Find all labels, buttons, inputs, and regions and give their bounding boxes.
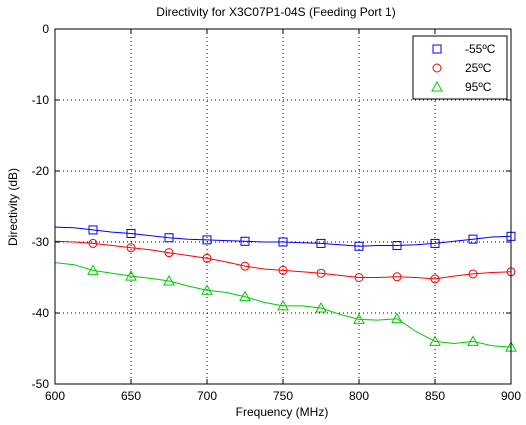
- series-marker: [278, 265, 288, 275]
- x-tick-label: 700: [197, 389, 217, 403]
- series-marker: [201, 284, 213, 295]
- legend-item: -55ºC: [432, 42, 496, 56]
- series-marker: [126, 243, 136, 253]
- chart-title: Directivity for X3C07P1-04S (Feeding Por…: [156, 5, 395, 19]
- series-1: [54, 225, 516, 251]
- y-tick-label: 0: [42, 22, 49, 36]
- series-marker: [277, 299, 289, 311]
- series-3: [54, 262, 517, 352]
- x-axis-label: Frequency (MHz): [236, 405, 329, 419]
- legend-marker: [432, 63, 442, 73]
- series-line: [54, 262, 512, 348]
- x-tick-label: 600: [45, 389, 65, 403]
- x-tick-label: 800: [349, 389, 369, 403]
- series-marker: [429, 335, 441, 346]
- series-marker: [88, 238, 98, 248]
- y-tick-label: -40: [32, 306, 50, 320]
- y-tick-label: -30: [32, 235, 50, 249]
- legend-item: 25ºC: [432, 61, 492, 75]
- series-marker: [354, 241, 364, 251]
- series-marker: [391, 312, 403, 324]
- legend: -55ºC 25ºC 95ºC: [412, 35, 508, 100]
- series-marker: [126, 228, 136, 238]
- series-marker: [468, 234, 478, 244]
- series-marker: [164, 248, 174, 258]
- x-tick-label: 750: [273, 389, 293, 403]
- series-marker: [240, 261, 250, 271]
- x-tick-label: 650: [121, 389, 141, 403]
- series-line: [54, 226, 512, 247]
- series-marker: [164, 233, 174, 243]
- series-marker: [468, 269, 478, 279]
- legend-marker: [431, 80, 443, 92]
- series-marker: [430, 238, 440, 248]
- series-marker: [354, 273, 364, 282]
- x-tick-label: 900: [501, 389, 521, 403]
- series-marker: [315, 302, 327, 313]
- legend-label: 25ºC: [465, 61, 492, 75]
- legend-item: 95ºC: [431, 80, 492, 94]
- y-tick-label: -10: [32, 93, 50, 107]
- series-line: [54, 240, 512, 280]
- series-marker: [467, 335, 479, 346]
- x-tick-label: 850: [425, 389, 445, 403]
- series-layer: [54, 225, 517, 352]
- y-tick-label: -20: [32, 164, 50, 178]
- series-marker: [392, 241, 402, 251]
- series-marker: [316, 238, 326, 248]
- legend-box: [412, 35, 508, 100]
- series-marker: [430, 274, 440, 284]
- y-tick-label: -50: [32, 377, 50, 391]
- series-marker: [392, 272, 402, 282]
- legend-label: 95ºC: [465, 80, 492, 94]
- series-marker: [240, 236, 250, 246]
- y-axis-label: Directivity (dB): [6, 168, 20, 246]
- series-marker: [239, 290, 251, 302]
- series-marker: [163, 275, 175, 286]
- legend-label: -55ºC: [465, 42, 496, 56]
- series-marker: [125, 270, 137, 281]
- series-marker: [202, 235, 212, 245]
- tick-layer: 600 650 700 750 800 850 900 0 -10 -20 -30 -40 -50: [32, 22, 522, 403]
- series-marker: [202, 253, 212, 263]
- series-marker: [278, 237, 288, 247]
- series-marker: [316, 268, 326, 278]
- series-marker: [88, 225, 98, 235]
- legend-marker: [432, 44, 442, 54]
- series-marker: [87, 264, 99, 275]
- series-marker: [353, 313, 365, 324]
